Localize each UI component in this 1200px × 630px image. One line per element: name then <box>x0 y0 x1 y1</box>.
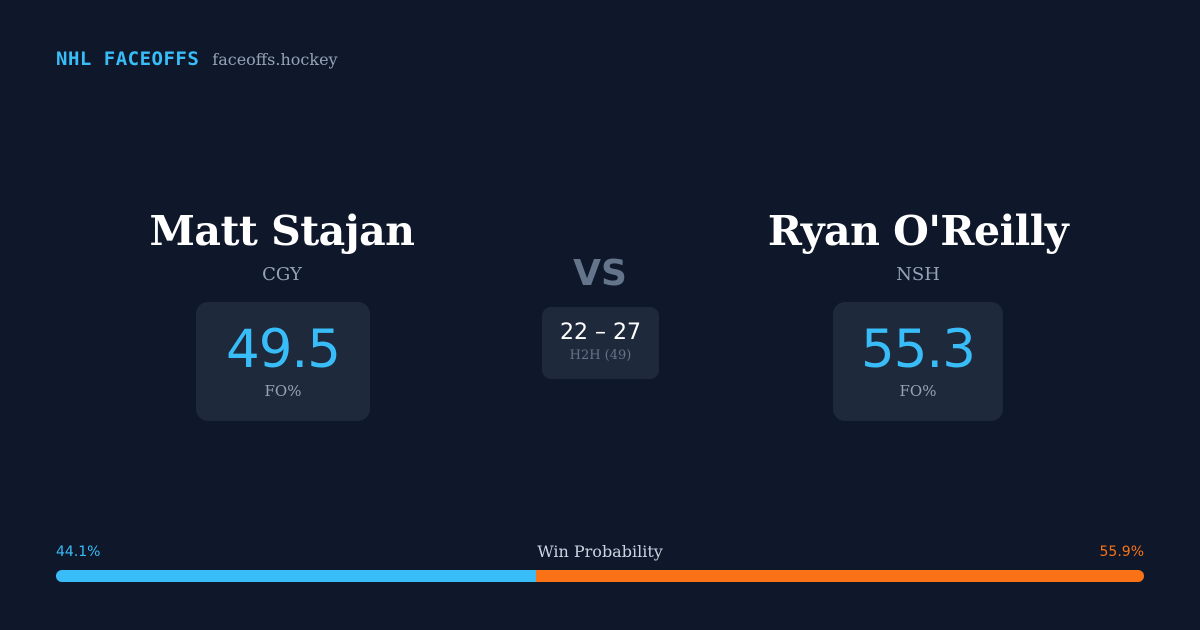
win-probability-left-fill <box>56 570 536 582</box>
win-probability-title: Win Probability <box>537 542 663 561</box>
player-right-name: Ryan O'Reilly <box>767 207 1069 255</box>
win-probability-bar <box>56 570 1144 582</box>
win-probability-right-label: 55.9% <box>1099 544 1144 560</box>
player-right-team: NSH <box>896 264 940 285</box>
head-to-head-score: 22 – 27 <box>560 320 641 345</box>
brand-header: NHL FACEOFFS faceoffs.hockey <box>56 48 338 70</box>
brand-site: faceoffs.hockey <box>212 50 338 69</box>
player-right-fo-value: 55.3 <box>860 319 976 380</box>
player-right-fo-box: 55.3 FO% <box>833 302 1003 421</box>
win-probability-right-fill <box>535 570 1144 582</box>
player-left-name: Matt Stajan <box>149 207 415 255</box>
player-left-card: Matt Stajan CGY <box>22 205 542 287</box>
player-right-fo-label: FO% <box>899 382 937 400</box>
player-left-fo-label: FO% <box>264 382 302 400</box>
player-left-team: CGY <box>262 264 302 285</box>
player-left-fo-box: 49.5 FO% <box>196 302 370 421</box>
head-to-head-label: H2H (49) <box>569 348 632 363</box>
brand-title: NHL FACEOFFS <box>56 48 200 70</box>
player-left-fo-value: 49.5 <box>225 319 341 380</box>
vs-label: VS <box>573 253 627 294</box>
win-probability-left-label: 44.1% <box>56 544 101 560</box>
player-right-card: Ryan O'Reilly NSH <box>658 205 1178 287</box>
head-to-head-box: 22 – 27 H2H (49) <box>542 307 659 379</box>
